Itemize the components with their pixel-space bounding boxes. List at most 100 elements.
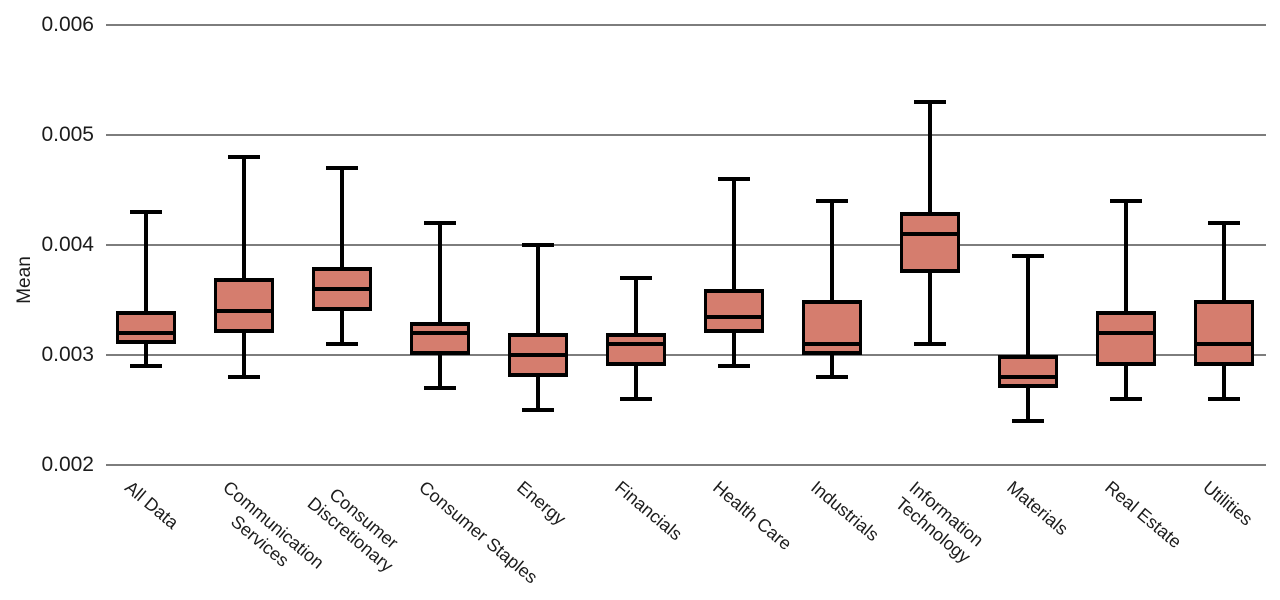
upper-whisker-cap [130, 210, 162, 214]
x-category-label: All Data [121, 477, 197, 533]
median-line [312, 287, 372, 291]
upper-whisker [928, 102, 932, 212]
upper-whisker [242, 157, 246, 278]
lower-whisker-cap [914, 342, 946, 346]
gridline [106, 464, 1266, 466]
lower-whisker [1124, 366, 1128, 399]
median-line [410, 331, 470, 335]
lower-whisker [438, 355, 442, 388]
x-category-label: Information Technology [892, 477, 1009, 566]
x-category-label: Financials [611, 477, 705, 544]
upper-whisker [830, 201, 834, 300]
upper-whisker [732, 179, 736, 289]
lower-whisker-cap [1012, 419, 1044, 423]
x-category-label: Consumer Discretionary [304, 477, 435, 576]
upper-whisker-cap [1110, 199, 1142, 203]
x-category-label-text: Communication Services [219, 477, 328, 573]
upper-whisker-cap [1208, 221, 1240, 225]
iqr-box [998, 355, 1058, 388]
iqr-box [214, 278, 274, 333]
x-category-label: Energy [513, 477, 583, 529]
gridline [106, 354, 1266, 356]
y-tick-label: 0.005 [41, 123, 94, 146]
lower-whisker [830, 355, 834, 377]
x-category-label-text: Energy [513, 477, 570, 529]
lower-whisker-cap [522, 408, 554, 412]
x-category-label: Industrials [807, 477, 902, 545]
lower-whisker-cap [1110, 397, 1142, 401]
upper-whisker-cap [718, 177, 750, 181]
lower-whisker-cap [228, 375, 260, 379]
lower-whisker [928, 272, 932, 344]
upper-whisker-cap [522, 243, 554, 247]
lower-whisker-cap [130, 364, 162, 368]
iqr-box [1194, 300, 1254, 366]
iqr-box [606, 333, 666, 366]
y-tick-label: 0.002 [41, 453, 94, 476]
upper-whisker-cap [914, 100, 946, 104]
x-category-label-text: Health Care [709, 477, 796, 555]
upper-whisker [438, 223, 442, 322]
upper-whisker [1026, 256, 1030, 355]
median-line [998, 375, 1058, 379]
x-category-label-text: Real Estate [1101, 477, 1186, 553]
upper-whisker-cap [816, 199, 848, 203]
y-tick-label: 0.004 [41, 233, 94, 256]
median-line [116, 331, 176, 335]
median-line [1194, 342, 1254, 346]
lower-whisker-cap [816, 375, 848, 379]
upper-whisker [536, 245, 540, 333]
x-category-label: Materials [1003, 477, 1089, 539]
median-line [606, 342, 666, 346]
median-line [802, 342, 862, 346]
median-line [214, 309, 274, 313]
median-line [1096, 331, 1156, 335]
gridline [106, 24, 1266, 26]
lower-whisker [634, 366, 638, 399]
upper-whisker-cap [424, 221, 456, 225]
upper-whisker [144, 212, 148, 311]
median-line [704, 314, 764, 319]
upper-whisker-cap [620, 276, 652, 280]
upper-whisker [1124, 201, 1128, 311]
iqr-box [802, 300, 862, 355]
upper-whisker-cap [326, 166, 358, 170]
x-category-label: Health Care [709, 477, 818, 554]
x-category-label-text: Industrials [807, 477, 883, 546]
x-category-label: Real Estate [1101, 477, 1207, 552]
x-category-label-text: Information Technology [891, 477, 988, 567]
median-line [508, 353, 568, 357]
upper-whisker [1222, 223, 1226, 300]
lower-whisker [1222, 366, 1226, 399]
x-category-label-text: Financials [611, 477, 687, 545]
lower-whisker-cap [1208, 397, 1240, 401]
y-tick-label: 0.006 [41, 13, 94, 36]
lower-whisker-cap [424, 386, 456, 390]
upper-whisker-cap [1012, 254, 1044, 258]
upper-whisker [634, 278, 638, 333]
x-category-label-text: All Data [121, 477, 183, 533]
lower-whisker [340, 311, 344, 344]
gridline [106, 134, 1266, 136]
lower-whisker [144, 344, 148, 366]
iqr-box [900, 212, 960, 273]
lower-whisker [242, 333, 246, 377]
iqr-box [410, 322, 470, 355]
x-category-label-text: Materials [1003, 477, 1072, 540]
y-tick-label: 0.003 [41, 343, 94, 366]
lower-whisker-cap [620, 397, 652, 401]
gridline [106, 244, 1266, 246]
lower-whisker-cap [326, 342, 358, 346]
lower-whisker [732, 333, 736, 366]
lower-whisker [536, 377, 540, 410]
median-line [900, 232, 960, 236]
x-category-label: Utilities [1199, 477, 1270, 530]
x-category-label-text: Utilities [1199, 477, 1257, 530]
iqr-box [116, 311, 176, 344]
lower-whisker-cap [718, 364, 750, 368]
upper-whisker-cap [228, 155, 260, 159]
iqr-box [1096, 311, 1156, 366]
upper-whisker [340, 168, 344, 267]
y-axis-title: Mean [14, 256, 35, 304]
